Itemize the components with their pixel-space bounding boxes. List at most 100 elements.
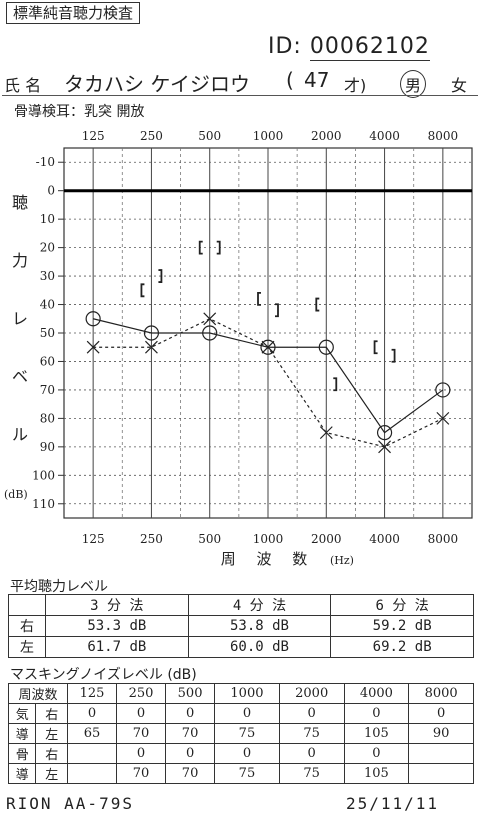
y-axis-label-char: 力 <box>12 251 28 270</box>
point-circle <box>85 311 101 327</box>
masking-cell: 75 <box>214 723 280 744</box>
x-axis-label: 周 波 数 <box>221 550 316 568</box>
age-open: ( <box>286 68 294 92</box>
masking-freq: 125 <box>66 683 118 704</box>
masking-cell: 0 <box>116 703 167 724</box>
y-tick-label: 90 <box>40 440 55 454</box>
device-model: RION AA-79S <box>6 794 134 813</box>
x-tick-label-bottom: 250 <box>140 532 163 546</box>
audiogram-axes: -10 0 10 20 30 40 50 60 70 80 90 100 110 125 250 500 100… <box>4 129 458 568</box>
masking-cell: 0 <box>214 743 280 764</box>
point-cross <box>203 312 217 326</box>
masking-cell: 0 <box>214 703 280 724</box>
y-tick-label: 60 <box>40 354 55 368</box>
masking-cell <box>66 763 118 784</box>
point-circle <box>435 382 451 398</box>
y-axis-unit: (dB) <box>4 488 28 501</box>
y-tick-label: 40 <box>40 298 55 312</box>
y-tick-label: 20 <box>40 241 55 255</box>
sex-male-circled: 男 <box>400 70 427 98</box>
average-side: 左 <box>8 636 46 658</box>
masking-freq: 2000 <box>278 683 345 704</box>
y-tick-label: 100 <box>32 468 55 482</box>
masking-cell: 65 <box>66 723 118 744</box>
y-axis-label-char: レ <box>12 309 28 328</box>
average-header-3: 3 分 法 <box>45 594 189 616</box>
masking-cell: 75 <box>214 763 280 784</box>
average-table: 3 分 法 4 分 法 6 分 法 右 53.3 dB 53.8 dB 59.2… <box>8 594 474 658</box>
y-tick-label: 80 <box>40 411 55 425</box>
x-tick-label-top: 8000 <box>428 129 459 143</box>
masking-side: 左 <box>35 763 68 784</box>
x-tick-label-bottom: 125 <box>82 532 105 546</box>
masking-freq: 250 <box>116 683 167 704</box>
x-axis-unit: (Hz) <box>330 554 354 567</box>
sex-female: 女 <box>451 76 468 95</box>
y-tick-label: 30 <box>40 269 55 283</box>
masking-cell: 0 <box>66 703 118 724</box>
audiogram-series <box>85 240 451 454</box>
x-tick-label-top: 500 <box>198 129 221 143</box>
masking-cell: 90 <box>408 723 474 744</box>
point-bracket-right <box>315 297 320 312</box>
age-unit: 才) <box>344 76 367 95</box>
masking-cell: 105 <box>343 723 410 744</box>
masking-side: 右 <box>35 703 68 724</box>
x-tick-label-bottom: 4000 <box>369 532 400 546</box>
masking-cell: 0 <box>165 743 216 764</box>
masking-freq: 1000 <box>214 683 280 704</box>
x-tick-label-bottom: 500 <box>198 532 221 546</box>
x-tick-label-bottom: 2000 <box>311 532 342 546</box>
masking-cell: 0 <box>278 743 345 764</box>
masking-cell: 0 <box>408 703 474 724</box>
masking-cell: 0 <box>343 743 410 764</box>
masking-freq: 500 <box>165 683 216 704</box>
masking-table: 周波数 125 250 500 1000 2000 4000 8000 気右 0 0 0 0 0 0 0 導左 6… <box>7 683 474 784</box>
x-tick-label-bottom: 1000 <box>253 532 284 546</box>
point-cross <box>145 340 158 354</box>
id-value: 00062102 <box>309 34 430 61</box>
y-axis-label-char: ベ <box>12 367 28 386</box>
masking-cell: 0 <box>278 703 345 724</box>
masking-cell: 70 <box>165 763 216 784</box>
point-bracket-left <box>275 303 279 318</box>
name-value: タカハシ ケイジロウ <box>64 72 250 96</box>
patient-id: ID: 00062102 <box>268 34 430 61</box>
average-row-right: 右 53.3 dB 53.8 dB 59.2 dB <box>8 615 474 637</box>
point-circle <box>202 325 218 341</box>
point-cross <box>436 411 450 425</box>
average-row-left: 左 61.7 dB 60.0 dB 69.2 dB <box>8 636 474 658</box>
masking-cell: 0 <box>116 743 167 764</box>
average-side: 右 <box>8 615 46 637</box>
masking-freq: 8000 <box>408 683 474 704</box>
point-bracket-left <box>333 377 338 392</box>
masking-side: 左 <box>35 723 68 744</box>
y-tick-label: -10 <box>36 155 55 169</box>
masking-cell: 75 <box>278 723 345 744</box>
y-tick-label: 50 <box>40 326 55 340</box>
series-left_air <box>86 312 450 454</box>
point-circle <box>318 339 334 355</box>
series-right_bone <box>140 240 378 355</box>
y-tick-label: 0 <box>47 184 55 198</box>
masking-cell: 75 <box>278 763 345 784</box>
average-header-4: 4 分 法 <box>187 594 332 616</box>
x-tick-label-top: 1000 <box>253 129 284 143</box>
audiogram-chart: -10 0 10 20 30 40 50 60 70 80 90 100 110 125 250 500 100… <box>4 129 473 568</box>
masking-cell: 105 <box>343 763 410 784</box>
x-tick-label-top: 2000 <box>311 129 342 143</box>
point-circle <box>143 325 160 341</box>
masking-side: 右 <box>35 743 68 764</box>
masking-cell: 70 <box>165 723 216 744</box>
masking-cell: 70 <box>116 763 167 784</box>
point-bracket-left <box>158 269 163 283</box>
average-value: 60.0 dB <box>187 636 332 658</box>
x-tick-label-top: 125 <box>82 129 105 143</box>
masking-row: 導左 65 70 70 75 75 105 90 <box>7 723 474 744</box>
point-cross <box>319 426 333 440</box>
age-value: 47 <box>304 68 330 92</box>
point-bracket-left <box>391 348 396 363</box>
average-value: 69.2 dB <box>330 636 474 658</box>
masking-row: 導左 70 70 75 75 105 <box>7 763 474 784</box>
